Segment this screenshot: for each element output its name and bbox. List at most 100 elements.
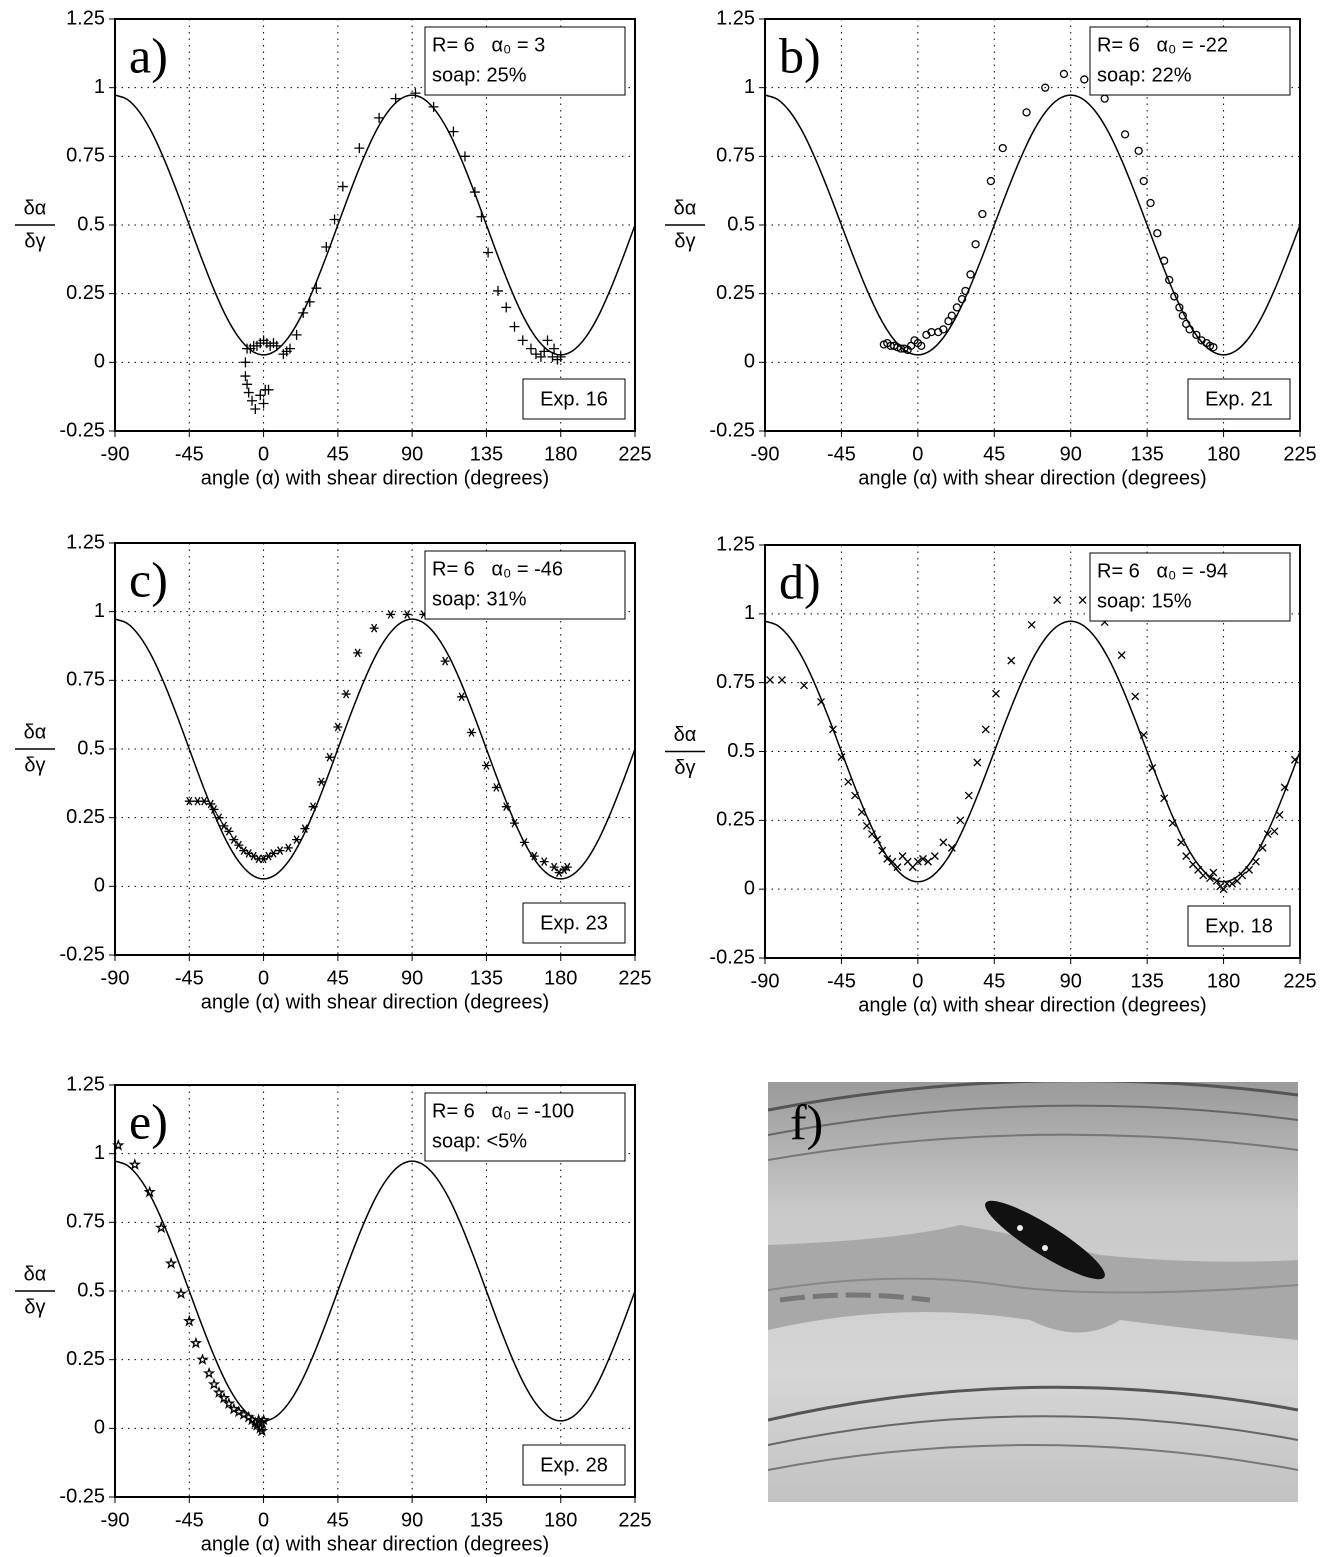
data-point [555,351,566,362]
data-point [1134,146,1143,155]
data-point [240,371,251,382]
data-point [255,390,266,401]
data-point [549,862,559,872]
data-point [1202,338,1211,348]
data-point [998,143,1007,153]
data-point [883,854,892,863]
y-tick-label: 1 [94,600,105,622]
y-tick-label: 0 [94,875,105,897]
y-tick-label: 0.25 [66,806,105,828]
data-point [237,1408,250,1420]
data-point [1251,857,1260,866]
data-point [337,181,348,192]
data-point [542,335,553,346]
data-point [800,681,809,690]
x-tick-label: -45 [827,970,856,992]
data-point [1182,852,1191,861]
experiment-box [1187,905,1291,947]
data-point [483,247,494,258]
info-params: R= 6 α₀ = -22 [1097,34,1228,56]
panel-label: c) [129,551,168,607]
data-point [509,818,519,828]
data-point [476,211,487,222]
data-point [1120,130,1130,139]
y-tick-label: 0.5 [727,213,755,235]
data-point [1117,651,1126,660]
data-point [1053,596,1062,605]
experiment-label: Exp. 16 [540,388,608,410]
data-point [250,404,261,415]
data-point [469,187,480,198]
panel-label: e) [129,1093,168,1149]
info-box [1089,26,1291,96]
data-point [944,316,953,326]
data-point [199,796,209,806]
x-tick-label: -45 [175,967,204,989]
data-point [889,341,899,350]
model-curve [114,1160,636,1422]
y-tick-label: -0.25 [59,419,105,441]
data-point [501,302,512,313]
x-tick-label: -90 [751,443,780,465]
y-axis-label: δα [674,724,697,746]
data-point [284,343,295,354]
y-tick-label: 1 [94,1142,105,1164]
y-tick-label: 1 [744,76,755,98]
data-point [1131,692,1140,701]
info-soap: soap: 31% [432,588,527,610]
x-tick-label: 0 [258,443,269,465]
data-point [857,808,866,817]
x-tick-label: 90 [401,1509,423,1531]
data-point [292,835,302,844]
data-point [353,648,363,658]
data-point [217,1391,231,1404]
x-tick-label: 0 [258,1509,269,1531]
data-point [229,835,239,844]
y-axis-label: δγ [24,1296,45,1318]
model-curve [114,94,636,356]
data-point [341,689,351,699]
data-point [966,270,975,279]
model-curve [764,94,1301,356]
data-point [300,824,310,833]
data-point [232,1405,246,1418]
y-tick-label: 0.5 [77,737,105,759]
y-axis-label: δγ [674,230,695,252]
x-tick-label: 135 [470,443,503,465]
data-point [390,93,401,104]
experiment-box [522,378,626,420]
x-tick-label: -90 [101,967,130,989]
data-point [240,357,251,368]
plot-frame [764,18,1301,432]
y-tick-label: 0 [744,877,755,899]
x-tick-label: 225 [618,967,651,989]
info-soap: soap: 15% [1097,590,1192,612]
data-point [517,335,528,346]
x-tick-label: -45 [827,443,856,465]
data-point [1270,827,1279,836]
y-tick-label: 1 [744,602,755,624]
data-point [1175,303,1184,312]
x-tick-label: 180 [544,1509,577,1531]
x-tick-label: -45 [175,443,204,465]
info-soap: soap: 22% [1097,64,1192,86]
data-point [883,338,892,348]
y-axis-label: δγ [24,754,45,776]
data-point [234,840,244,850]
data-point [1100,94,1109,103]
data-point [539,857,549,866]
x-tick-label: 180 [544,967,577,989]
data-point [971,240,980,249]
y-tick-label: 0.75 [716,145,755,167]
data-point [325,752,335,762]
info-box [424,550,626,620]
x-axis-label: angle (α) with shear direction (degrees) [201,991,549,1013]
data-point [1245,865,1254,874]
data-point [263,384,274,395]
data-point [457,692,467,702]
data-point [1212,876,1221,885]
data-point [957,295,967,304]
data-point [207,1377,221,1390]
info-params: R= 6 α₀ = 3 [432,34,545,56]
y-tick-label: 1.25 [716,7,755,29]
